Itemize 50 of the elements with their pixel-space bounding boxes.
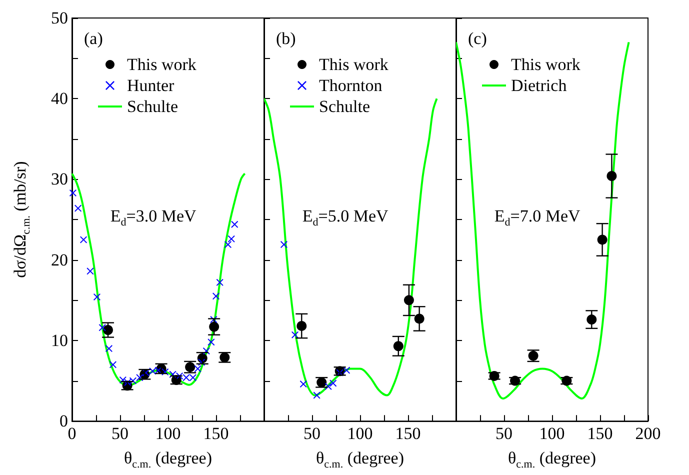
point — [208, 338, 215, 346]
point — [280, 241, 288, 248]
legend-label: This work — [319, 55, 389, 74]
x-tick-label: 50 — [112, 424, 128, 444]
x-tick-label: 100 — [347, 424, 373, 444]
y-tick-label: 50 — [51, 8, 68, 28]
y-tick-label: 30 — [51, 170, 68, 189]
x-tick-label: 150 — [395, 424, 421, 444]
x-tick-label: 150 — [587, 424, 613, 444]
point — [231, 220, 238, 228]
point — [194, 365, 202, 372]
point — [313, 392, 320, 399]
legend-label: This work — [127, 55, 197, 74]
legend-label: Dietrich — [511, 76, 568, 95]
point — [93, 293, 100, 300]
point — [292, 331, 299, 338]
y-tick-label: 10 — [51, 330, 68, 350]
legend-label: Schulte — [319, 97, 370, 116]
point — [343, 366, 350, 374]
x-tick-label: 50 — [304, 424, 320, 444]
legend-label: Thornton — [319, 76, 383, 95]
x-tick-label: 150 — [203, 424, 229, 444]
point — [105, 345, 112, 352]
y-tick-label: 20 — [51, 250, 68, 270]
point — [212, 292, 220, 300]
point — [86, 268, 94, 275]
point — [228, 235, 235, 242]
x-tick-label: 50 — [496, 424, 512, 444]
point — [300, 380, 307, 388]
y-axis-title: dσ/dΩc.m. (mb/sr) — [10, 161, 32, 278]
y-tick-label: 0 — [60, 412, 68, 431]
point — [80, 236, 88, 244]
annotation: (b) — [276, 29, 296, 48]
legend-label: This work — [511, 55, 581, 74]
y-tick-label: 40 — [51, 89, 68, 108]
point — [109, 361, 116, 368]
annotation: (c) — [468, 29, 487, 48]
point — [69, 189, 76, 196]
point — [224, 241, 232, 248]
point — [189, 374, 196, 382]
x-tick-label: 100 — [539, 424, 565, 444]
point — [98, 324, 106, 332]
legend-label: Hunter — [127, 76, 175, 95]
point — [216, 278, 224, 286]
point — [182, 374, 190, 382]
legend-label: Schulte — [127, 97, 178, 116]
point — [330, 380, 337, 387]
annotation: (a) — [84, 29, 103, 48]
x-tick-label: 100 — [155, 424, 181, 444]
x-tick-label: 200 — [635, 424, 661, 444]
